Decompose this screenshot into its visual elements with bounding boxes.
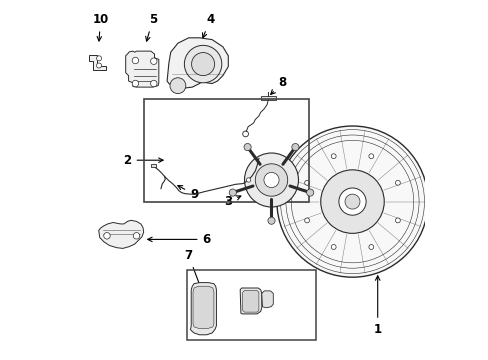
Circle shape bbox=[304, 180, 309, 185]
Text: 1: 1 bbox=[373, 276, 381, 336]
Circle shape bbox=[103, 233, 110, 239]
Circle shape bbox=[246, 178, 250, 182]
Text: 4: 4 bbox=[202, 13, 214, 38]
Circle shape bbox=[306, 189, 313, 196]
Circle shape bbox=[150, 80, 157, 87]
Circle shape bbox=[132, 80, 139, 87]
Circle shape bbox=[330, 244, 335, 249]
Bar bbox=[260, 96, 275, 100]
Circle shape bbox=[244, 144, 251, 151]
Bar bbox=[186, 270, 316, 340]
Circle shape bbox=[395, 218, 400, 223]
Circle shape bbox=[291, 144, 298, 151]
Polygon shape bbox=[151, 164, 156, 167]
Circle shape bbox=[96, 56, 102, 61]
Circle shape bbox=[330, 154, 335, 159]
Text: 7: 7 bbox=[184, 249, 214, 324]
Text: 10: 10 bbox=[92, 13, 108, 41]
Text: 2: 2 bbox=[123, 154, 163, 167]
Circle shape bbox=[338, 188, 366, 215]
Circle shape bbox=[368, 244, 373, 249]
Polygon shape bbox=[99, 220, 143, 248]
Text: 5: 5 bbox=[145, 13, 157, 41]
Polygon shape bbox=[242, 291, 258, 312]
Polygon shape bbox=[125, 51, 159, 87]
Circle shape bbox=[255, 164, 287, 196]
Circle shape bbox=[395, 180, 400, 185]
Circle shape bbox=[276, 126, 427, 277]
Circle shape bbox=[133, 233, 140, 239]
Text: 8: 8 bbox=[270, 76, 286, 94]
Circle shape bbox=[304, 218, 309, 223]
Text: 9: 9 bbox=[178, 185, 198, 201]
Polygon shape bbox=[261, 291, 273, 308]
Polygon shape bbox=[89, 55, 106, 70]
Polygon shape bbox=[167, 38, 228, 88]
Text: 6: 6 bbox=[147, 233, 210, 246]
Circle shape bbox=[264, 172, 279, 188]
Polygon shape bbox=[240, 288, 261, 314]
Text: 3: 3 bbox=[224, 195, 240, 208]
Circle shape bbox=[267, 217, 275, 224]
Circle shape bbox=[191, 53, 214, 76]
Polygon shape bbox=[190, 283, 216, 335]
Circle shape bbox=[320, 170, 384, 233]
Circle shape bbox=[244, 153, 298, 207]
Polygon shape bbox=[193, 286, 213, 328]
Circle shape bbox=[132, 57, 139, 64]
Circle shape bbox=[368, 154, 373, 159]
Circle shape bbox=[345, 194, 359, 209]
Circle shape bbox=[229, 189, 236, 196]
Circle shape bbox=[96, 63, 102, 68]
Bar bbox=[143, 99, 309, 202]
Circle shape bbox=[184, 45, 222, 83]
Circle shape bbox=[150, 58, 157, 64]
Circle shape bbox=[170, 78, 185, 94]
